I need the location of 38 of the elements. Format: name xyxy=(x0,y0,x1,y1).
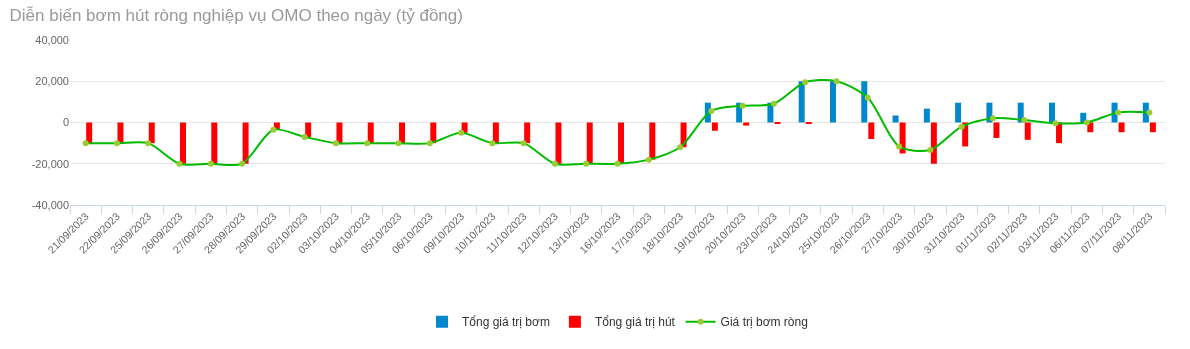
bar xyxy=(148,122,155,144)
bar xyxy=(618,122,625,164)
bar xyxy=(930,122,937,164)
bar xyxy=(180,122,187,164)
y-tick-label: -40,000 xyxy=(31,198,69,211)
bar xyxy=(1149,122,1156,133)
y-tick-label: 0 xyxy=(62,116,69,129)
bar xyxy=(211,122,218,164)
y-tick-label: 40,000 xyxy=(35,33,69,46)
bar xyxy=(868,122,875,139)
bar xyxy=(923,108,930,123)
bar xyxy=(492,122,499,144)
bar xyxy=(86,122,93,144)
chart-title: Diễn biến bơm hút ròng nghiệp vụ OMO theo ngày (tỷ đồng) xyxy=(9,5,463,25)
bar xyxy=(993,122,1000,138)
bar xyxy=(1024,122,1031,140)
legend-label: Giá trị bơm ròng xyxy=(720,315,808,330)
bar xyxy=(861,81,868,123)
bar xyxy=(955,102,962,123)
bar xyxy=(1118,122,1125,133)
legend-label: Tổng giá trị bơm xyxy=(462,315,550,330)
bar xyxy=(798,81,805,123)
bar xyxy=(305,122,312,137)
y-tick-label: -20,000 xyxy=(31,157,69,170)
bar xyxy=(524,122,531,144)
bar xyxy=(367,122,374,144)
bar xyxy=(829,81,836,123)
legend-label: Tổng giá trị hút xyxy=(594,315,676,330)
bar xyxy=(649,122,656,160)
bar xyxy=(892,115,899,123)
bar xyxy=(1048,102,1055,123)
bar xyxy=(399,122,406,144)
bar xyxy=(555,122,562,164)
bar xyxy=(711,122,718,131)
y-tick-label: 20,000 xyxy=(35,75,69,88)
bar xyxy=(586,122,593,164)
bar xyxy=(743,122,750,126)
bar xyxy=(242,122,249,164)
